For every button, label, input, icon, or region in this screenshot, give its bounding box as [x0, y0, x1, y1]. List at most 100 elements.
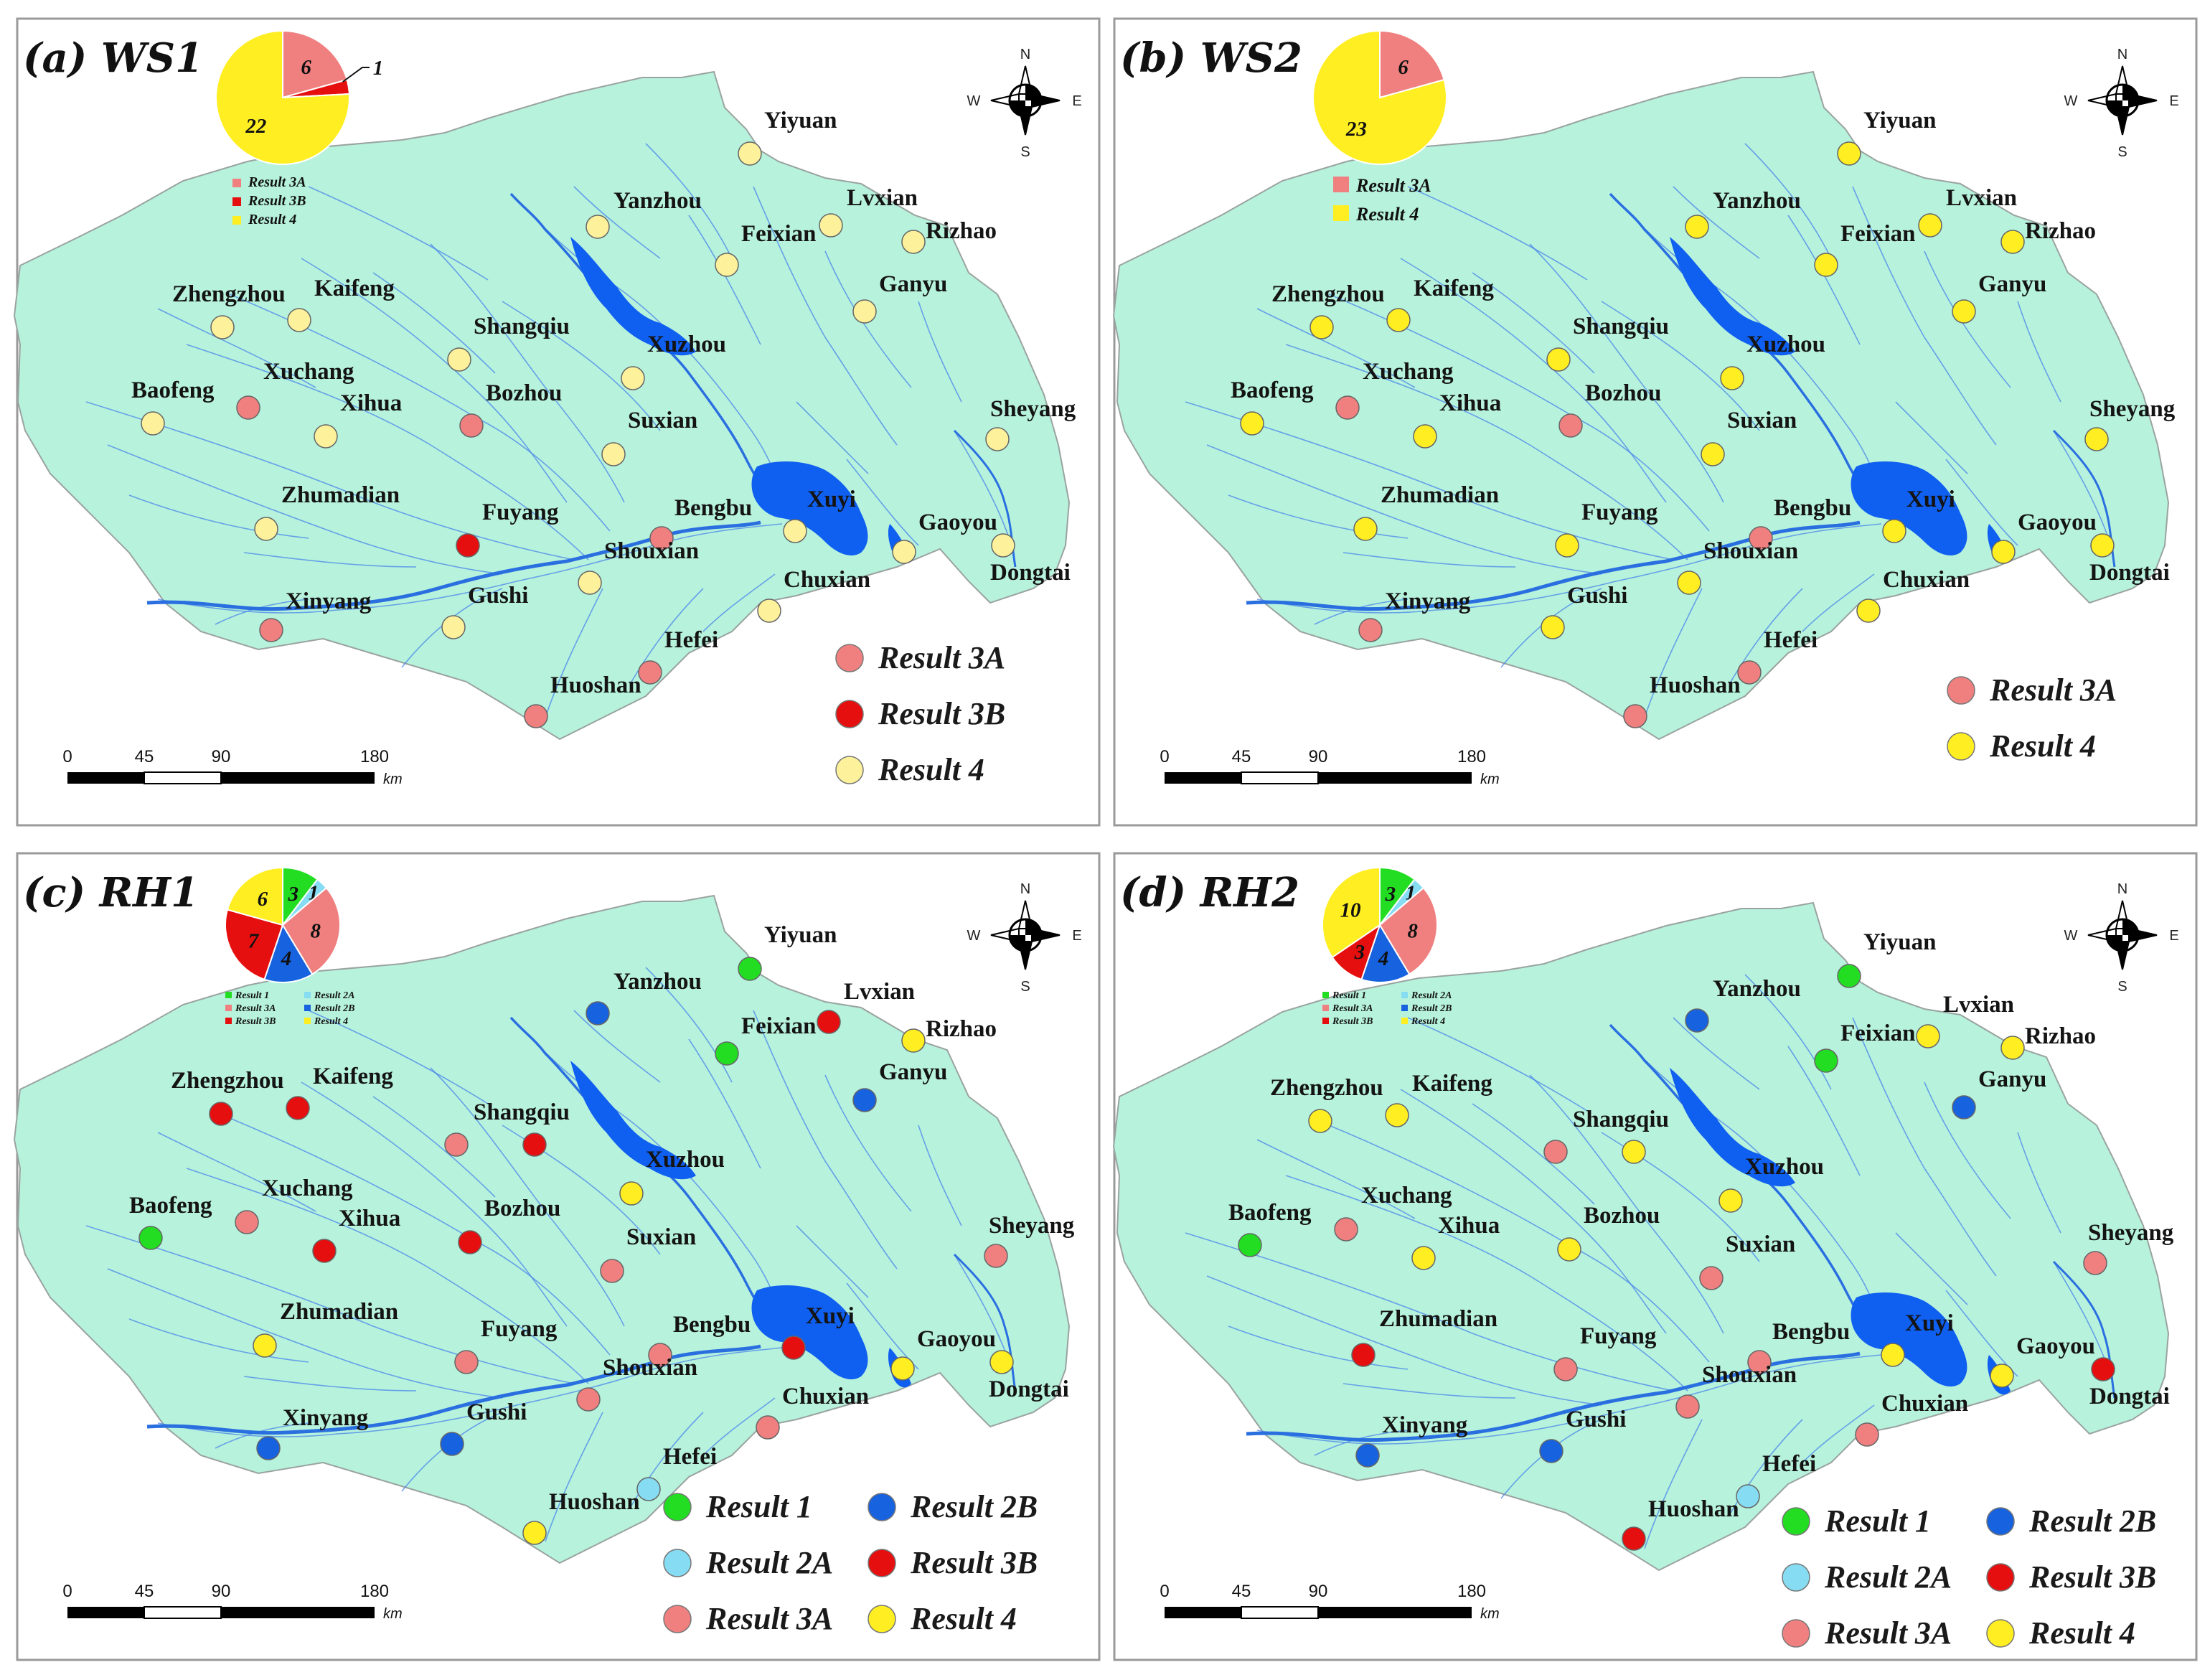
pie-legend-swatch — [1322, 1005, 1329, 1011]
legend-label: Result 3A — [705, 1601, 833, 1636]
city-marker — [1685, 215, 1709, 239]
city-marker — [2000, 230, 2025, 254]
basin-area — [1112, 70, 2170, 741]
city-marker — [648, 1343, 672, 1367]
pie-legend-swatch — [225, 992, 232, 998]
city-marker — [1351, 1343, 1376, 1367]
legend-marker-result-2a — [663, 1549, 692, 1577]
tributary-river — [85, 401, 575, 560]
city-marker — [209, 1102, 233, 1126]
pie-slice-result-4 — [226, 866, 283, 926]
tributary-river — [1744, 974, 1832, 1090]
city-label: Shangqiu — [474, 314, 570, 339]
basin-area — [13, 894, 1071, 1564]
city-marker — [253, 1333, 277, 1358]
tributary-river — [1787, 215, 1861, 345]
legend-marker-result-3b — [835, 700, 864, 728]
city-bozhou: Bozhou — [459, 380, 562, 438]
city-marker — [1553, 1357, 1578, 1381]
city-marker — [1557, 1237, 1581, 1262]
legend-marker-result-3b — [1986, 1563, 2015, 1592]
city-huoshan: Huoshan — [1623, 672, 1741, 728]
city-feixian: Feixian — [1814, 1020, 1916, 1073]
city-marker-extra — [444, 1132, 469, 1157]
panel-title: (d) RH2 — [1120, 869, 1299, 916]
city-shangqiu: Shangqiu — [474, 1099, 570, 1157]
basin-area — [13, 70, 1071, 741]
pie-legend-label: Result 1 — [1332, 990, 1366, 1001]
city-label: Kaifeng — [313, 1064, 393, 1089]
city-marker — [890, 1356, 915, 1381]
city-label: Sheyang — [2088, 1220, 2174, 1246]
city-xinyang: Xinyang — [259, 588, 372, 642]
city-yiyuan: Yiyuan — [1837, 929, 1936, 988]
scale-segment — [67, 1607, 144, 1618]
pie-legend-swatch — [232, 216, 241, 225]
pie-slice-label: 22 — [245, 115, 266, 138]
city-zhumadian: Zhumadian — [254, 482, 400, 541]
compass-label-e: E — [1072, 928, 1081, 944]
city-xuchang: Xuchang — [1335, 359, 1454, 420]
tributary-river — [186, 1168, 589, 1384]
city-marker — [1701, 442, 1725, 466]
legend-marker-result-4 — [1947, 732, 1975, 761]
compass-label-w: W — [967, 93, 981, 109]
tributary-river — [1673, 186, 1760, 259]
scale-tick-label: 45 — [1232, 1582, 1251, 1601]
tributary-river — [186, 344, 589, 560]
basin-map: Yiyuan Yanzhou Lvxian Rizhao Feixian Ganyu Zhe… — [1112, 70, 2176, 741]
city-huoshan: Huoshan — [522, 1489, 640, 1545]
city-marker — [1837, 141, 1861, 166]
city-shouxian: Shouxian — [578, 538, 699, 595]
city-huoshan: Huoshan — [524, 672, 641, 728]
pie-legend-label: Result 1 — [235, 990, 269, 1001]
city-marker — [522, 1521, 547, 1545]
tributary-river — [502, 301, 661, 431]
compass-quadrant — [2122, 919, 2138, 935]
legend-label: Result 4 — [910, 1601, 1017, 1636]
tributary-river — [107, 1268, 503, 1399]
city-marker — [441, 615, 466, 639]
pie-legend-label: Result 2B — [314, 1003, 354, 1014]
legend-marker-result-4 — [867, 1605, 896, 1633]
pie-legend-label: Result 3B — [1332, 1016, 1373, 1027]
city-label: Lvxian — [844, 979, 915, 1005]
pie-legend-swatch — [232, 197, 241, 206]
pie-slice-label: 23 — [1345, 118, 1367, 141]
panel-title: (b) WS2 — [1120, 34, 1302, 82]
legend-marker-result-1 — [1782, 1507, 1810, 1536]
pie-leader-line — [342, 67, 370, 83]
tributary-river — [1529, 1074, 1724, 1334]
city-marker — [1558, 413, 1583, 438]
city-marker — [1309, 315, 1334, 339]
pie-slice-label: 6 — [301, 56, 311, 79]
city-marker — [1334, 1217, 1358, 1242]
city-label: Suxian — [1727, 408, 1797, 433]
city-label: Dongtai — [989, 1376, 1069, 1402]
city-label: Dongtai — [2089, 560, 2170, 586]
city-chuxian: Chuxian — [1856, 567, 1970, 623]
tributary-river — [1787, 1046, 1861, 1176]
tributary-river — [1407, 1017, 1588, 1112]
city-label: Yanzhou — [1713, 188, 1801, 214]
city-marker — [756, 1415, 780, 1440]
compass-quadrant — [2107, 100, 2122, 116]
city-yanzhou: Yanzhou — [1685, 976, 1801, 1033]
city-marker — [1685, 1008, 1709, 1033]
map-legend: Result 3A Result 4 — [1947, 672, 2117, 764]
city-zhumadian: Zhumadian — [1353, 482, 1499, 541]
city-marker — [1882, 519, 1906, 543]
city-marker — [2090, 533, 2115, 558]
legend-marker-result-4 — [835, 756, 864, 784]
city-marker — [1916, 1024, 1940, 1048]
city-marker — [2091, 1357, 2115, 1381]
city-label: Fuyang — [481, 1316, 558, 1342]
tributary-river — [301, 258, 568, 503]
city-fuyang: Fuyang — [454, 1316, 558, 1374]
city-marker — [586, 1001, 610, 1026]
city-label: Huoshan — [549, 1489, 640, 1515]
city-label: Bengbu — [1774, 495, 1851, 521]
city-label: Hefei — [664, 627, 718, 653]
tributary-river — [1400, 1089, 1667, 1334]
